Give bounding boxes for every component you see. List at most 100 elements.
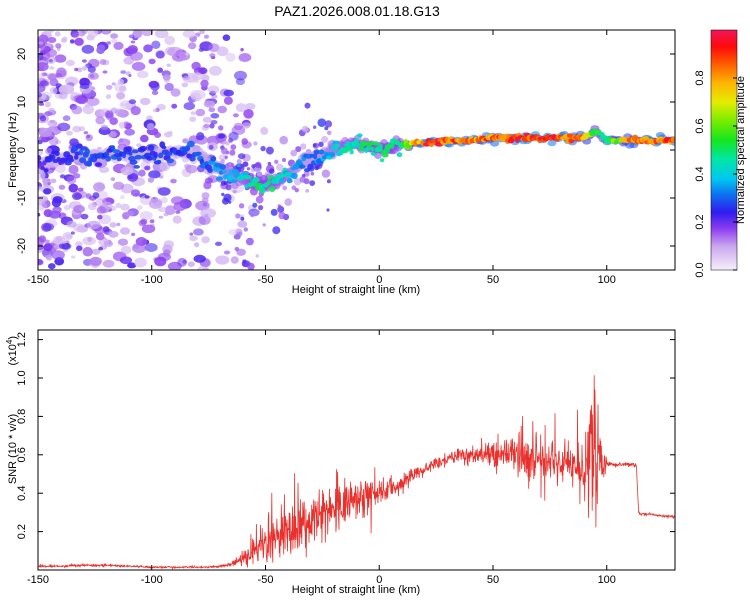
spectrogram-noise-blob (134, 257, 147, 268)
spectrogram-noise-blob (49, 87, 58, 95)
spectrogram-noise-blob (65, 59, 75, 67)
spectrogram-noise-blob (78, 30, 86, 37)
spectrogram-noise-blob (321, 169, 331, 178)
spectrogram-noise-blob (138, 219, 147, 227)
spectrogram-noise-blob (163, 212, 169, 217)
spectrogram-noise-blob (201, 236, 210, 244)
spectrogram-noise-blob (200, 208, 217, 219)
spectrogram-noise-blob (130, 189, 141, 197)
spectrogram-noise-blob (223, 96, 233, 105)
spectrogram-noise-blob (130, 40, 136, 44)
spectrogram-ridge-core (365, 146, 370, 152)
spectrogram-noise-blob (147, 177, 154, 183)
spectrogram-noise-blob (123, 121, 129, 125)
spectrogram-ridge-core (318, 149, 325, 155)
spectrogram-noise-blob (293, 177, 302, 186)
spectrogram-noise-blob (199, 30, 205, 35)
spectrogram-noise-blob (109, 205, 117, 211)
spectrogram-noise-blob (45, 254, 53, 261)
spectrogram-ridge-core (156, 159, 162, 164)
spectrogram-ridge-core (131, 149, 139, 154)
spectrogram-ridge-core (210, 156, 216, 162)
x-tick-label: 100 (598, 274, 616, 286)
spectrogram-noise-blob (49, 66, 55, 70)
spectrogram-noise-blob (326, 130, 332, 136)
spectrogram-noise-blob (79, 83, 90, 90)
spectrogram-noise-blob (128, 99, 137, 105)
spectrogram-ridge-core (274, 179, 280, 185)
spectrogram-noise-blob (304, 102, 311, 109)
spectrogram-noise-blob (120, 245, 132, 255)
spectrogram-noise-blob (76, 245, 83, 252)
spectrogram-noise-blob (40, 93, 47, 99)
spectrogram-noise-blob (171, 196, 184, 205)
spectrogram-noise-blob (74, 37, 84, 46)
spectrogram-ridge-core (366, 140, 373, 148)
spectrogram-noise-blob (321, 135, 329, 143)
spectrogram-noise-blob (223, 193, 232, 202)
spectrogram-noise-blob (195, 200, 210, 211)
spectrogram-noise-blob (42, 223, 55, 231)
spectrogram-noise-blob (82, 104, 95, 115)
spectrogram-noise-blob (167, 46, 183, 57)
spectrogram-ridge-core (79, 157, 87, 164)
spectrogram-ridge-core (253, 176, 260, 183)
snr-y-exponent-power: 4 (5, 339, 14, 344)
spectrogram-noise-blob (50, 178, 57, 184)
spectrogram-noise-blob (207, 85, 220, 94)
spectrogram-noise-blob (203, 181, 212, 190)
spectrogram-ridge-core (129, 159, 138, 165)
spectrogram-noise-blob (318, 141, 324, 147)
spectrogram-noise-blob (246, 167, 251, 171)
spectrogram-noise-blob (267, 161, 272, 166)
spectrogram-noise-blob (42, 177, 50, 185)
spectrogram-noise-blob (158, 215, 164, 219)
spectrogram-noise-blob (170, 88, 181, 97)
y-tick-label: 0.2 (16, 524, 28, 539)
spectrogram-noise-blob (144, 195, 150, 199)
spectrogram-ridge-core (54, 150, 60, 156)
spectrogram-noise-blob (89, 256, 102, 266)
spectrogram-noise-blob (299, 176, 307, 183)
spectrogram-noise-blob (243, 109, 254, 119)
spectrogram-ridge-core (379, 158, 385, 163)
spectrogram-ridge-core (187, 140, 195, 148)
spectrogram-noise-blob (78, 126, 86, 132)
spectrogram-noise-blob (144, 165, 151, 171)
spectrogram-noise-blob (162, 74, 171, 81)
spectrogram-ridge-core (279, 177, 284, 184)
spectrogram-noise-blob (250, 213, 255, 218)
snr-panel: -150 -100 -50 0 50 100 0.2 0.4 0.6 0.8 1.0 1.2 Hei… (5, 329, 676, 596)
spectrogram-noise-blob (221, 147, 228, 155)
snr-y-exponent: (x104) (5, 336, 19, 366)
spectrogram-noise-blob (99, 59, 107, 65)
spectrogram-ridge-core (241, 171, 249, 176)
spectrogram-noise-blob (240, 216, 245, 221)
spectrogram-ridge-core (195, 151, 202, 156)
spectrogram-noise-blob (105, 84, 113, 90)
spectrogram-noise-blob (71, 105, 83, 115)
spectrogram-noise-blob (208, 144, 214, 150)
spectrogram-noise-blob (98, 246, 103, 251)
spectrogram-noise-blob (136, 143, 142, 147)
spectrogram-noise-blob (182, 138, 189, 144)
spectrogram-noise-blob (39, 80, 49, 87)
spectrogram-noise-blob (203, 123, 210, 129)
spectrogram-noise-blob (77, 67, 83, 73)
spectrogram-noise-blob (38, 92, 42, 98)
snr-y-exponent-close: ) (7, 336, 19, 340)
spectrogram-ridge-core (84, 148, 90, 156)
spectrogram-noise-blob (198, 67, 208, 75)
spectrogram-noise-blob (278, 211, 286, 220)
spectrogram-ridge-core (215, 176, 224, 181)
spectrogram-noise-blob (43, 188, 52, 195)
spectrogram-noise-blob (270, 208, 278, 216)
spectrogram-noise-blob (77, 187, 84, 192)
spectrogram-noise-blob (260, 126, 269, 135)
spectrogram-noise-blob (170, 178, 177, 184)
spectrogram-noise-blob (87, 202, 97, 211)
spectrogram-noise-blob (92, 192, 100, 199)
spectrogram-x-axis: -150 -100 -50 0 50 100 (27, 30, 616, 286)
spectrogram-noise-blob (284, 198, 293, 206)
spectrogram-noise-blob (217, 138, 224, 143)
